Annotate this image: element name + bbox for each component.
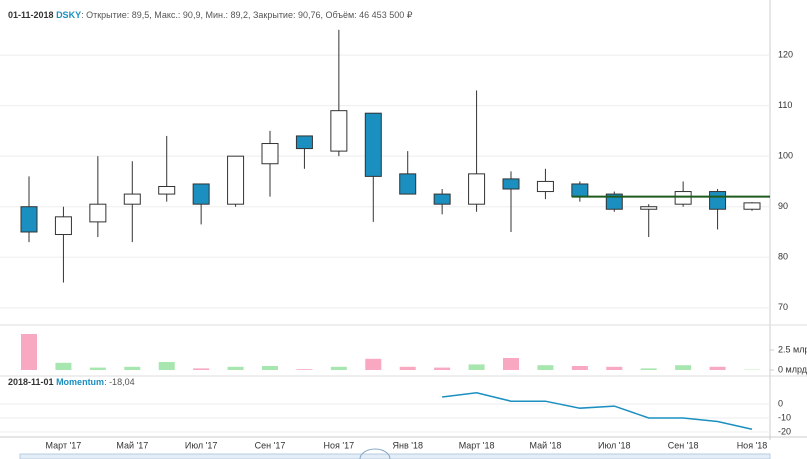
y-tick-label: 80 [778, 252, 788, 262]
volume-bar [640, 368, 657, 370]
candle-body [54, 216, 72, 236]
volume-bar [399, 366, 416, 370]
candle-body [123, 193, 141, 205]
candle-body [605, 193, 623, 210]
x-tick-label: Ноя '17 [324, 440, 355, 450]
volume-bar [468, 364, 485, 370]
volume-bar [296, 369, 313, 370]
x-tick-label: Март '17 [46, 440, 82, 450]
x-tick-label: Янв '18 [392, 440, 422, 450]
volume-bar [709, 366, 726, 370]
y-tick-label: -20 [778, 426, 791, 436]
x-tick-label: Ноя '18 [737, 440, 768, 450]
candle-body [399, 173, 417, 195]
momentum-line [442, 392, 753, 430]
volume-bar [124, 366, 141, 370]
x-tick-label: Сен '17 [255, 440, 286, 450]
volume-bar [571, 366, 588, 370]
y-tick-label: 70 [778, 302, 788, 312]
y-tick-label: 110 [778, 100, 792, 110]
volume-bar [434, 367, 451, 370]
x-tick-label: Май '18 [529, 440, 561, 450]
candle-body [364, 112, 382, 177]
x-tick-label: Март '18 [459, 440, 495, 450]
candle-body [330, 110, 348, 152]
y-tick-label: 0 млрд [778, 364, 807, 374]
volume-bar [262, 366, 278, 370]
volume-bar [606, 366, 623, 370]
volume-bar [55, 362, 72, 370]
volume-bar [675, 365, 692, 370]
momentum-name: Momentum [56, 377, 104, 387]
x-tick-label: Май '17 [116, 440, 148, 450]
candle-body [674, 191, 692, 205]
navigator[interactable] [19, 453, 771, 459]
volume-bar [21, 334, 37, 370]
x-tick-label: Июл '18 [598, 440, 631, 450]
candle-body [468, 173, 486, 205]
momentum-header: 2018-11-01 Momentum: -18,04 [8, 377, 135, 387]
volume-bar [193, 368, 210, 370]
volume-bar [365, 358, 382, 370]
candle-body [89, 203, 107, 223]
candle-body [261, 143, 279, 165]
y-tick-label: 100 [778, 151, 793, 161]
candle-body [433, 193, 451, 205]
y-tick-label: 90 [778, 201, 788, 211]
y-tick-label: 2.5 млрд [778, 344, 807, 354]
header-ticker: DSKY [56, 10, 81, 20]
volume-bar [503, 358, 519, 370]
volume-bar [89, 367, 106, 370]
candle-body [536, 180, 554, 193]
volume-bar [330, 366, 347, 370]
candle-body [502, 178, 520, 190]
x-tick-label: Июл '17 [185, 440, 218, 450]
volume-bar [537, 365, 554, 370]
candle-body [158, 185, 176, 195]
candle-body [640, 206, 658, 210]
x-tick-label: Сен '18 [668, 440, 699, 450]
header-date: 01-11-2018 [8, 10, 54, 20]
candle-body [227, 155, 245, 205]
volume-bar [158, 362, 175, 370]
header: 01-11-2018 DSKY: Открытие: 89,5, Макс.: … [8, 10, 413, 20]
y-tick-label: 120 [778, 49, 793, 59]
candle-body [295, 135, 313, 150]
candle-body [192, 183, 210, 205]
candle-body [20, 206, 38, 233]
momentum-date: 2018-11-01 [8, 377, 54, 387]
y-tick-label: 0 [778, 398, 783, 408]
header-text: : Открытие: 89,5, Макс.: 90,9, Мин.: 89,… [81, 10, 413, 20]
candle-body [743, 202, 761, 210]
y-tick-label: -10 [778, 412, 791, 422]
volume-bar [227, 366, 244, 370]
candle-body [709, 191, 727, 210]
candle-body [571, 183, 589, 198]
navigator-handle[interactable] [359, 448, 391, 459]
momentum-text: : -18,04 [104, 377, 135, 387]
